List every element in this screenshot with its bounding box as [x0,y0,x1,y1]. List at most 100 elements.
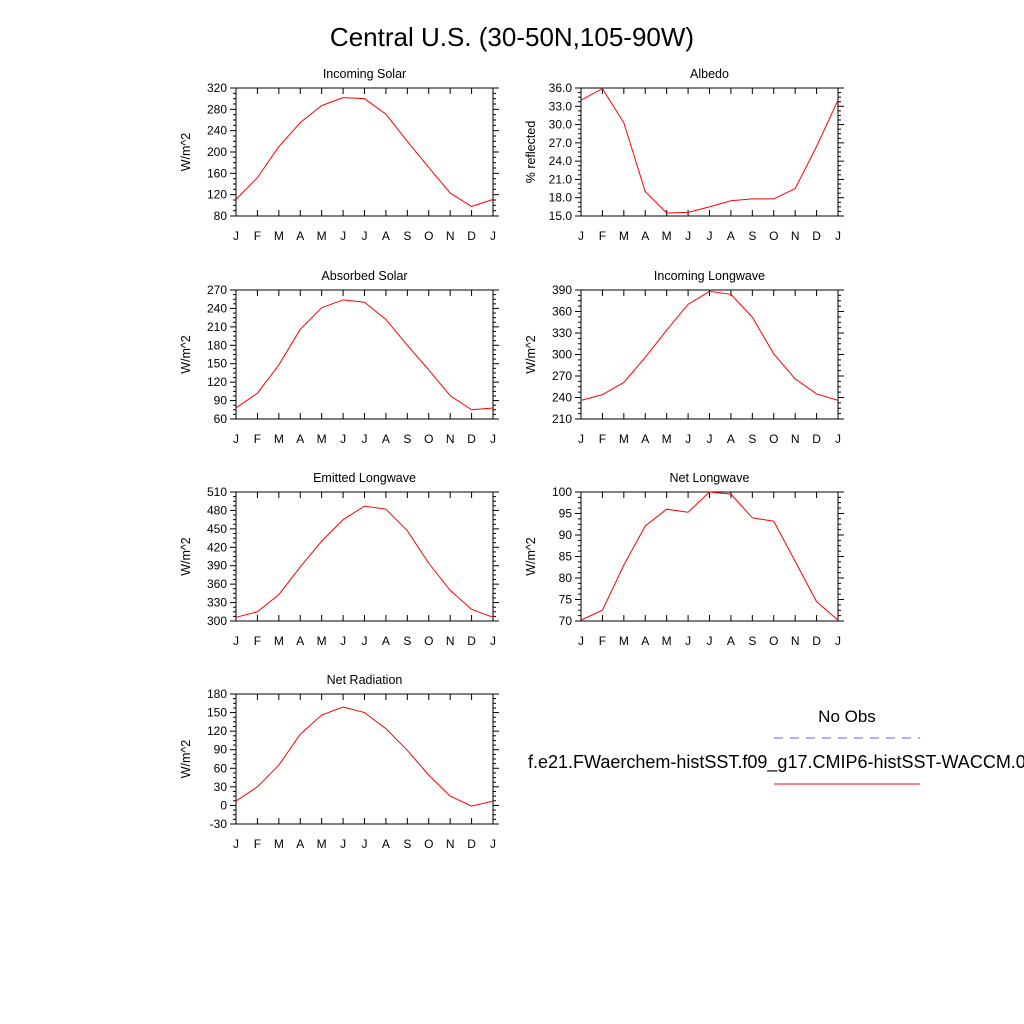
y-tick-label: 360 [552,305,572,319]
x-tick-label: D [812,432,821,446]
y-tick-label: 27.0 [549,136,573,150]
x-tick-label: S [403,432,411,446]
x-tick-label: S [403,634,411,648]
panel-title: Net Radiation [327,673,403,687]
y-tick-label: 90 [214,743,228,757]
x-tick-label: D [812,634,821,648]
x-tick-label: A [296,432,304,446]
y-axis-label: W/m^2 [179,133,193,172]
x-tick-label: J [578,634,584,648]
x-tick-label: M [662,432,672,446]
x-tick-label: J [707,229,713,243]
x-tick-label: O [424,634,433,648]
figure-title: Central U.S. (30-50N,105-90W) [330,22,694,52]
y-tick-label: 0 [220,798,227,812]
x-tick-label: N [791,432,800,446]
y-tick-label: 280 [207,102,227,116]
y-axis-label: W/m^2 [524,537,538,576]
x-tick-label: S [403,837,411,851]
x-tick-label: N [791,634,800,648]
x-tick-label: A [727,229,735,243]
series-line [235,97,494,207]
y-tick-label: 95 [559,507,573,521]
y-tick-label: 90 [214,394,228,408]
panel-title: Net Longwave [670,471,750,485]
x-tick-label: N [446,432,455,446]
x-tick-label: J [340,634,346,648]
y-tick-label: 60 [214,412,228,426]
x-tick-label: J [490,229,496,243]
x-tick-label: J [685,432,691,446]
y-tick-label: 240 [207,124,227,138]
x-tick-label: J [362,229,368,243]
x-tick-label: J [835,432,841,446]
y-tick-label: 24.0 [549,154,573,168]
y-axis-label: W/m^2 [524,335,538,374]
x-tick-label: A [382,837,390,851]
x-tick-label: A [641,634,649,648]
y-tick-label: 390 [207,559,227,573]
y-tick-label: 420 [207,540,227,554]
x-tick-label: S [403,229,411,243]
x-tick-label: S [748,432,756,446]
x-tick-label: J [362,634,368,648]
y-tick-label: 360 [207,577,227,591]
x-tick-label: J [362,432,368,446]
x-tick-label: O [769,229,778,243]
x-tick-label: N [791,229,800,243]
y-tick-label: 210 [552,412,572,426]
x-tick-label: M [619,634,629,648]
x-tick-label: A [296,837,304,851]
y-tick-label: 36.0 [549,81,573,95]
y-tick-label: 270 [207,283,227,297]
panel-title: Emitted Longwave [313,471,416,485]
y-tick-label: 450 [207,522,227,536]
y-tick-label: 100 [552,485,572,499]
x-tick-label: O [424,229,433,243]
x-tick-label: D [467,229,476,243]
plot-frame [235,693,494,825]
x-tick-label: M [274,229,284,243]
x-tick-label: J [578,229,584,243]
y-tick-label: 90 [559,528,573,542]
y-axis-label: % reflected [524,121,538,184]
plot-frame [235,289,494,420]
y-tick-label: 150 [207,706,227,720]
x-tick-label: O [424,837,433,851]
y-tick-label: 390 [552,283,572,297]
x-tick-label: J [685,229,691,243]
y-tick-label: -30 [210,817,228,831]
x-tick-label: J [362,837,368,851]
x-tick-label: D [467,432,476,446]
x-tick-label: J [707,634,713,648]
plot-frame [580,491,839,622]
panel-title: Absorbed Solar [321,269,407,283]
x-tick-label: J [340,432,346,446]
y-tick-label: 30 [214,780,228,794]
y-tick-label: 160 [207,166,227,180]
x-tick-label: A [296,229,304,243]
y-tick-label: 320 [207,81,227,95]
x-tick-label: J [707,432,713,446]
x-tick-label: A [727,432,735,446]
x-tick-label: J [835,229,841,243]
plot-frame [580,87,839,217]
x-tick-label: F [254,837,261,851]
x-tick-label: O [769,432,778,446]
x-tick-label: A [641,229,649,243]
plot-frame [235,491,494,622]
x-tick-label: M [274,837,284,851]
plot-frame [580,289,839,420]
x-tick-label: N [446,229,455,243]
series-line [235,299,494,411]
x-tick-label: J [835,634,841,648]
y-tick-label: 60 [214,761,228,775]
x-tick-label: J [233,634,239,648]
x-tick-label: F [599,634,606,648]
x-tick-label: J [233,837,239,851]
y-tick-label: 150 [207,357,227,371]
